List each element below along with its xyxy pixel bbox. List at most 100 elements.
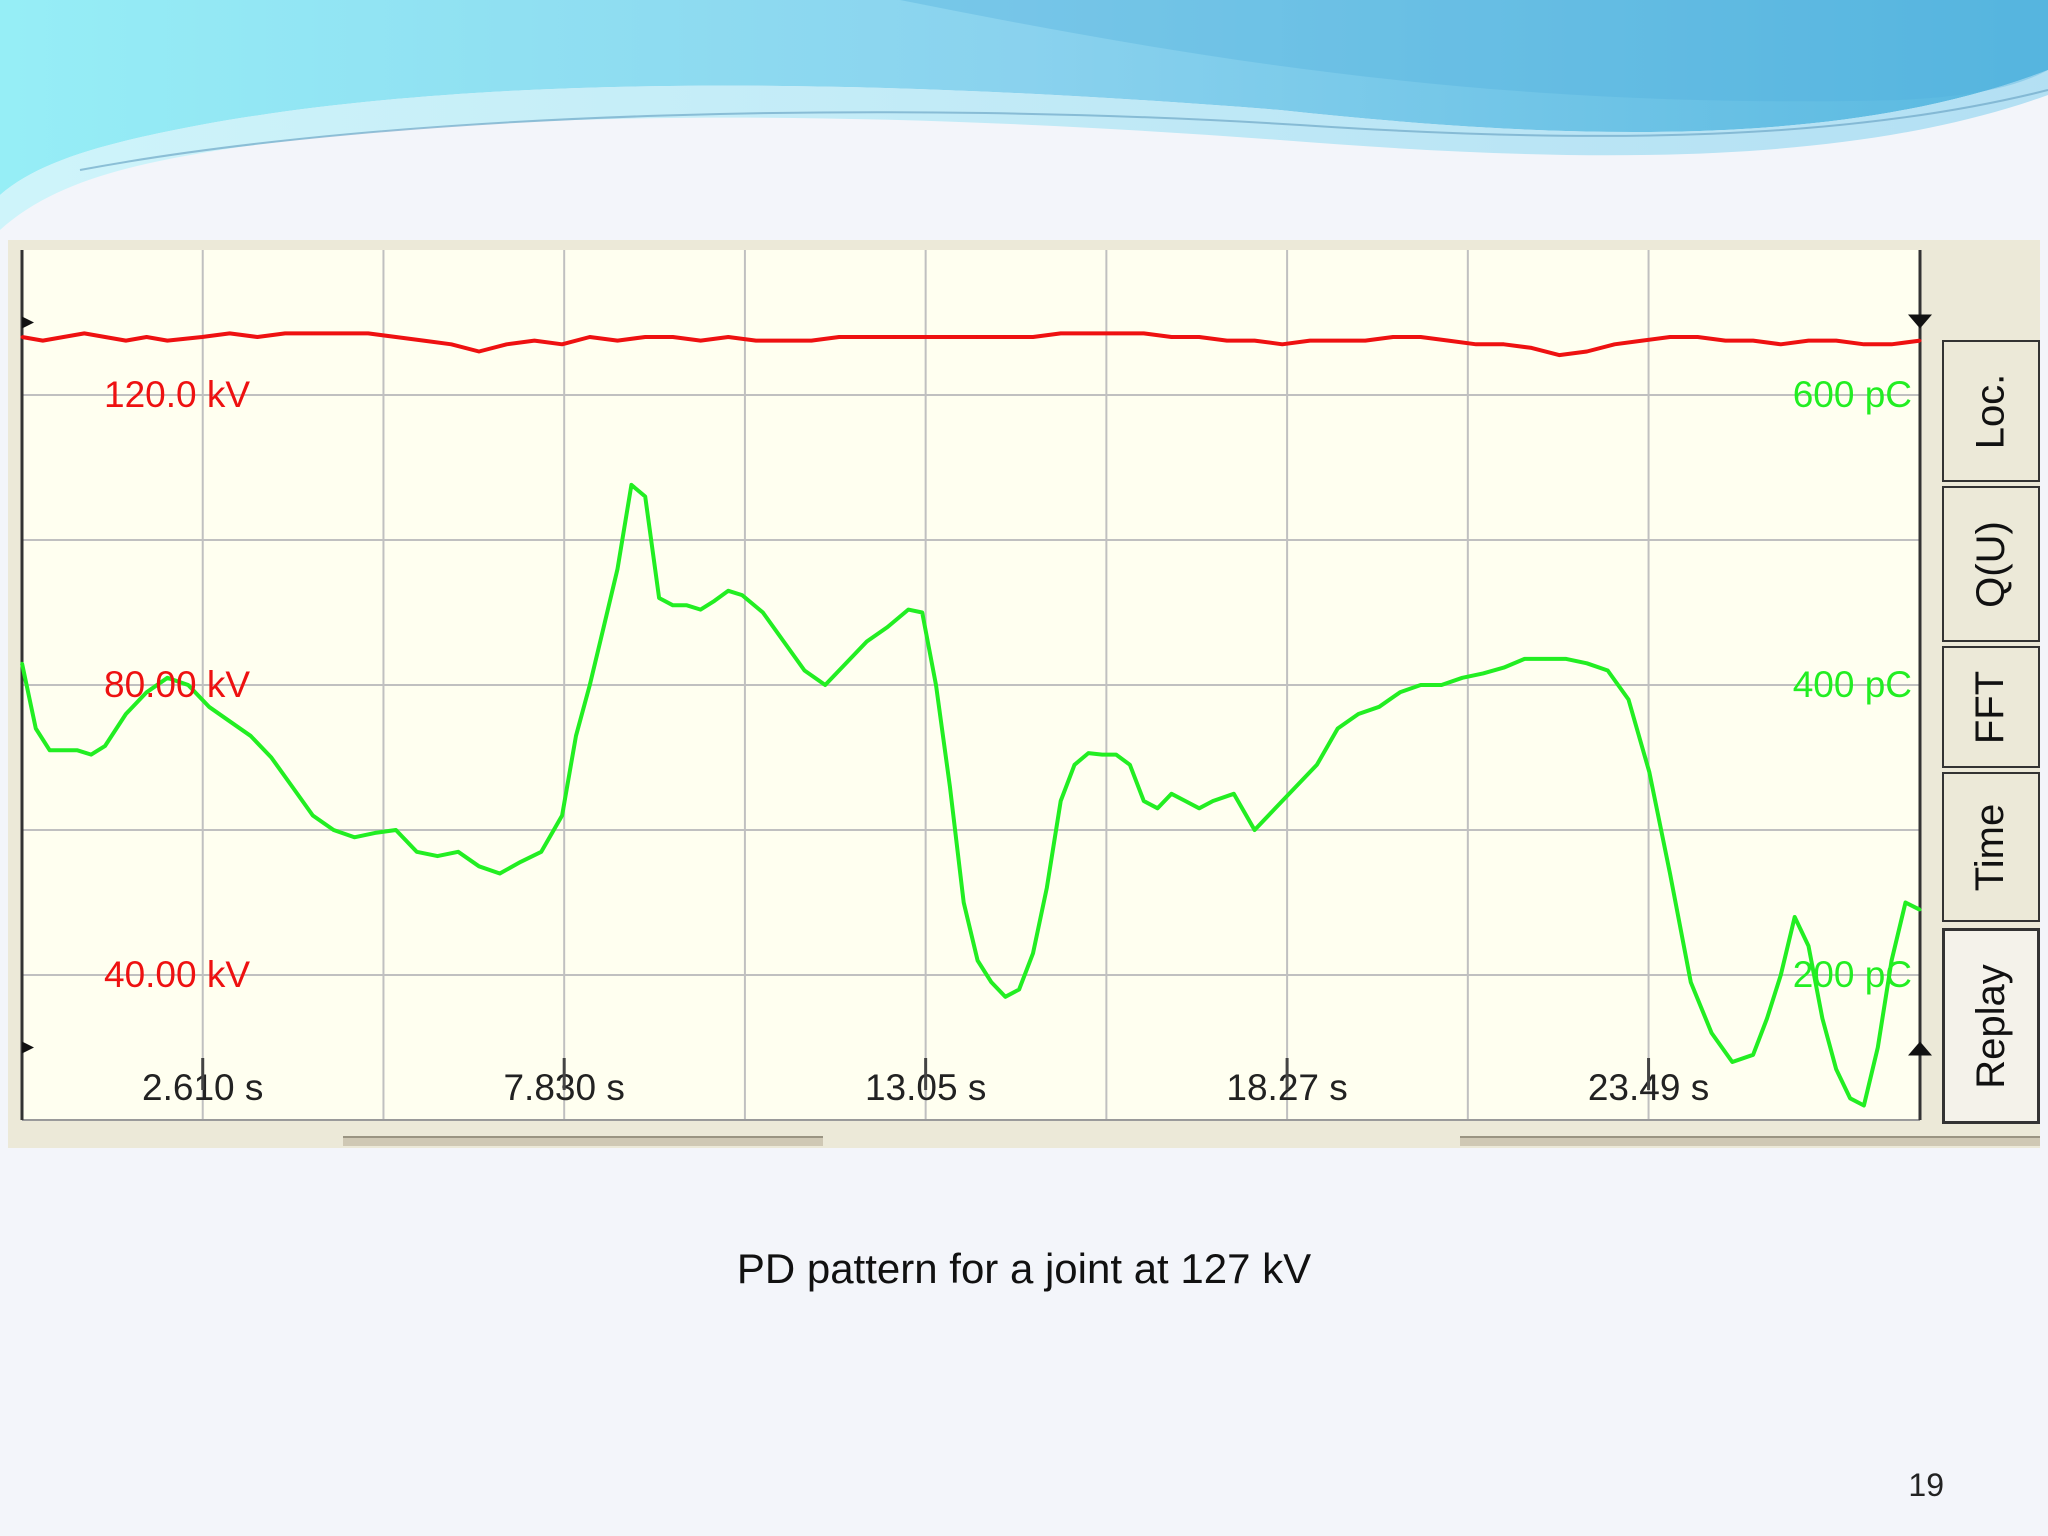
voltage-data-point: [1419, 335, 1423, 339]
charge-data-point: [906, 608, 910, 612]
charge-data-point: [671, 603, 675, 607]
charge-data-point: [124, 712, 128, 716]
voltage-data-point: [1003, 335, 1007, 339]
charge-data-point: [1710, 1031, 1714, 1035]
charge-data-point: [1647, 770, 1651, 774]
scrollbar-right-segment[interactable]: [1460, 1136, 2040, 1146]
tab-q-u[interactable]: Q(U): [1942, 486, 2040, 642]
charge-data-point: [560, 814, 564, 817]
voltage-data-point: [588, 335, 592, 339]
voltage-data-point: [948, 335, 952, 339]
charge-data-point: [1626, 698, 1630, 701]
slide-caption: PD pattern for a joint at 127 kV: [736, 1245, 1312, 1292]
charge-data-point: [1336, 727, 1340, 730]
tab-replay[interactable]: Replay: [1942, 928, 2040, 1124]
tab-replay-label: Replay: [1968, 963, 2013, 1089]
voltage-data-point: [616, 339, 620, 343]
charge-data-point: [1523, 657, 1527, 661]
voltage-data-point: [1391, 335, 1395, 339]
charge-data-point: [269, 756, 273, 759]
charge-data-point: [1031, 951, 1035, 955]
charge-data-point: [1073, 763, 1077, 767]
voltage-data-point: [1557, 353, 1561, 357]
charge-data-point: [249, 734, 253, 738]
charge-data-point: [1834, 1067, 1838, 1071]
voltage-data-point: [920, 335, 924, 339]
voltage-data-point: [62, 335, 66, 339]
charge-data-point: [1481, 671, 1485, 675]
charge-data-point: [629, 483, 633, 487]
voltage-data-point: [699, 339, 703, 343]
charge-data-point: [20, 661, 24, 665]
voltage-data-point: [643, 335, 647, 339]
charge-data-point: [740, 593, 744, 597]
voltage-data-point: [103, 335, 107, 339]
left-top-marker: [22, 316, 34, 329]
charge-data-point: [456, 850, 460, 854]
voltage-data-point: [1336, 339, 1340, 343]
slide-number: 19: [1908, 1467, 1944, 1503]
charge-data-point: [761, 611, 765, 614]
voltage-data-point: [200, 335, 204, 339]
charge-data-point: [290, 785, 294, 788]
voltage-data-point: [82, 331, 86, 335]
voltage-data-point: [477, 350, 481, 353]
charge-data-point: [948, 785, 952, 788]
charge-data-point: [1315, 763, 1319, 767]
voltage-data-point: [1640, 339, 1644, 343]
voltage-data-point: [976, 335, 980, 339]
voltage-data-point: [1668, 335, 1672, 339]
charge-data-point: [1419, 683, 1423, 687]
voltage-data-point: [1862, 342, 1866, 346]
charge-data-point: [1156, 806, 1160, 810]
charge-data-point: [352, 835, 356, 839]
pd-chart: 40.00 kV 80.00 kV 120.0 kV 200 pC 400 pC 600 …: [20, 250, 1932, 1121]
voltage-data-point: [228, 331, 232, 335]
right-top-marker: [1908, 314, 1932, 329]
charge-data-point: [699, 608, 703, 612]
scrollbar-left-segment[interactable]: [343, 1136, 823, 1146]
charge-data-point: [1017, 988, 1021, 991]
voltage-data-point: [1142, 331, 1146, 335]
charge-data-point: [1903, 901, 1907, 904]
pd-scope-window: 40.00 kV 80.00 kV 120.0 kV 200 pC 400 pC 600 …: [8, 240, 2040, 1148]
voltage-data-point: [1197, 335, 1201, 339]
charge-data-point: [989, 980, 993, 984]
charge-data-point: [1876, 1046, 1880, 1049]
charge-data-point: [228, 719, 232, 723]
charge-data-point: [89, 753, 93, 757]
charge-data-point: [616, 567, 620, 571]
tab-loc-label: Loc.: [1968, 373, 2013, 449]
tab-fft[interactable]: FFT: [1942, 646, 2040, 768]
charge-data-point: [643, 495, 647, 498]
charge-data-point: [1183, 799, 1187, 803]
charge-data-point: [934, 683, 938, 687]
charge-data-point: [435, 854, 439, 858]
voltage-data-point: [145, 335, 149, 339]
charge-data-point: [802, 669, 806, 672]
charge-data-point: [1197, 806, 1201, 810]
voltage-data-point: [1363, 339, 1367, 343]
voltage-data-point: [1890, 342, 1894, 346]
voltage-data-point: [560, 342, 564, 346]
voltage-data-point: [1807, 339, 1811, 343]
voltage-data-point: [782, 339, 786, 343]
charge-data-point: [1128, 763, 1132, 767]
tab-time[interactable]: Time: [1942, 772, 2040, 922]
charge-data-point: [1294, 785, 1298, 788]
charge-data-point: [1606, 669, 1610, 672]
left-axis-tick-label: 120.0 kV: [104, 374, 250, 415]
charge-data-point: [1820, 1017, 1824, 1020]
right-axis-tick-label: 200 pC: [1793, 954, 1912, 995]
charge-data-point: [1232, 792, 1236, 796]
tab-loc[interactable]: Loc.: [1942, 340, 2040, 482]
right-axis-tick-label: 400 pC: [1793, 664, 1912, 705]
charge-data-point: [394, 828, 398, 832]
charge-data-point: [1273, 806, 1277, 810]
voltage-data-point: [1225, 339, 1229, 343]
charge-data-point: [207, 705, 211, 709]
left-bottom-marker: [22, 1041, 34, 1054]
charge-data-point: [844, 661, 848, 665]
charge-data-point: [1460, 676, 1464, 680]
voltage-data-point: [1723, 339, 1727, 343]
